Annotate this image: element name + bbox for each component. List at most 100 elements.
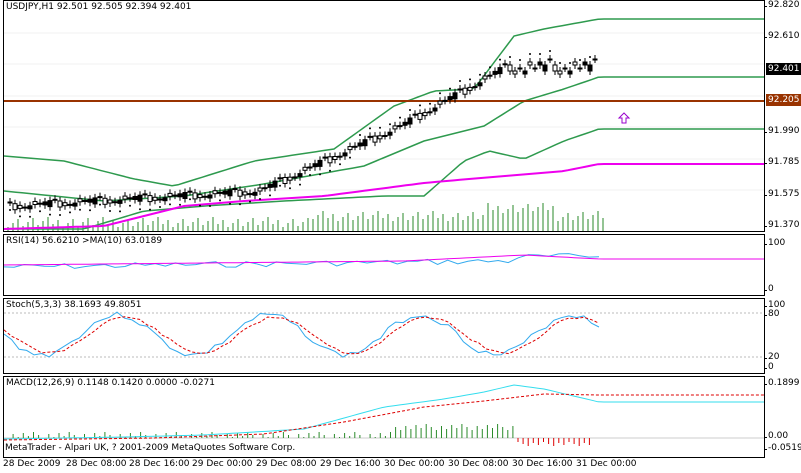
- parabolic-sar-dot: [199, 204, 201, 207]
- candle-body: [527, 61, 533, 66]
- candle-body: [87, 198, 93, 203]
- candle-body: [522, 70, 528, 75]
- candle-body: [517, 67, 523, 70]
- price-tick: 92.820: [764, 0, 800, 10]
- candle-body: [277, 177, 283, 180]
- macd-canvas: [4, 384, 764, 446]
- macd-signal-line: [4, 393, 764, 441]
- candle-body: [257, 187, 263, 192]
- candle-body: [392, 125, 398, 130]
- candle-body: [232, 188, 238, 190]
- candle-body: [442, 99, 448, 102]
- time-axis: 28 Dec 2009 28 Dec 08:00 28 Dec 16:00 29…: [0, 458, 801, 473]
- candle-body: [492, 70, 498, 75]
- candle-body: [487, 74, 493, 77]
- candle-body: [577, 67, 583, 70]
- candle-body: [112, 201, 118, 204]
- time-tick: 30 Dec 00:00: [384, 459, 445, 469]
- candle-body: [217, 191, 223, 194]
- parabolic-sar-dot: [379, 126, 381, 129]
- parabolic-sar-dot: [59, 214, 61, 216]
- parabolic-sar-dot: [69, 211, 71, 214]
- candle-body: [387, 131, 393, 136]
- parabolic-sar-dot: [439, 92, 441, 95]
- candle-body: [57, 200, 63, 208]
- time-tick: 30 Dec 16:00: [512, 459, 573, 469]
- price-tick: 91.370: [764, 220, 800, 230]
- parabolic-sar-dot: [79, 208, 81, 211]
- candle-body: [92, 197, 98, 205]
- parabolic-sar-dot: [429, 102, 431, 105]
- parabolic-sar-dot: [509, 56, 511, 58]
- stoch-tick: 20: [763, 352, 780, 362]
- price-tick: 91.575: [764, 189, 800, 199]
- rsi-axis: 100 0: [763, 234, 801, 296]
- candle-body: [582, 61, 588, 66]
- candle-body: [52, 198, 58, 201]
- price-chart-canvas: [4, 18, 764, 231]
- stochastic-pane[interactable]: Stoch(5,3,3) 38.1693 49.8051: [3, 298, 765, 374]
- candle-body: [192, 192, 198, 200]
- time-tick: 29 Dec 16:00: [320, 459, 381, 469]
- candle-body: [137, 194, 143, 202]
- parabolic-sar-dot: [9, 209, 11, 211]
- candle-body: [167, 192, 173, 197]
- candle-body: [337, 155, 343, 158]
- candle-body: [477, 82, 483, 87]
- price-chart-pane[interactable]: USDJPY,H1 92.501 92.505 92.394 92.401: [3, 0, 765, 232]
- parabolic-sar-dot: [189, 198, 191, 201]
- candle-body: [107, 199, 113, 204]
- candle-body: [587, 64, 593, 72]
- candle-body: [132, 196, 138, 200]
- parabolic-sar-dot: [499, 58, 501, 61]
- candle-body: [42, 201, 48, 206]
- macd-line: [4, 384, 764, 440]
- candle-body: [62, 202, 68, 207]
- up-arrow-icon: [617, 112, 631, 124]
- candle-body: [497, 67, 503, 75]
- time-tick: 28 Dec 2009: [3, 459, 61, 469]
- stoch-tick: 0: [764, 362, 774, 372]
- rsi-pane[interactable]: RSI(14) 56.6210 >MA(10) 63.0189: [3, 234, 765, 296]
- candle-body: [267, 183, 273, 188]
- horizontal-line-price-tag: 92.205: [766, 94, 801, 106]
- candle-body: [507, 64, 513, 72]
- time-tick: 30 Dec 08:00: [448, 459, 509, 469]
- parabolic-sar-dot: [19, 215, 21, 218]
- candle-body: [237, 189, 243, 197]
- candle-body: [397, 125, 403, 128]
- price-tick: 91.785: [764, 157, 800, 167]
- parabolic-sar-dot: [289, 187, 291, 190]
- parabolic-sar-dot: [309, 174, 311, 176]
- candle-body: [242, 191, 248, 196]
- time-tick: 29 Dec 08:00: [256, 459, 317, 469]
- candle-body: [47, 200, 53, 208]
- parabolic-sar-dot: [259, 198, 261, 200]
- bollinger-lower-line: [4, 128, 764, 230]
- candle-body: [247, 193, 253, 196]
- parabolic-sar-dot: [479, 73, 481, 76]
- stoch-tick: 80: [763, 309, 780, 319]
- candle-body: [67, 203, 73, 206]
- candle-body: [567, 70, 573, 75]
- candle-body: [457, 88, 463, 91]
- parabolic-sar-dot: [209, 205, 211, 207]
- parabolic-sar-dot: [179, 203, 181, 206]
- candle-body: [552, 64, 558, 72]
- candle-body: [482, 75, 488, 80]
- candle-body: [262, 187, 268, 190]
- parabolic-sar-dot: [419, 104, 421, 107]
- parabolic-sar-dot: [149, 208, 151, 211]
- candle-body: [357, 142, 363, 147]
- candle-body: [352, 145, 358, 148]
- stoch-signal-line: [4, 316, 600, 355]
- macd-pane[interactable]: MACD(12,26,9) 0.1148 0.1420 0.0000 -0.02…: [3, 376, 765, 458]
- parabolic-sar-dot: [529, 53, 531, 55]
- candle-body: [272, 180, 278, 188]
- parabolic-sar-dot: [39, 210, 41, 213]
- candle-body: [287, 176, 293, 181]
- candle-body: [72, 202, 78, 207]
- stochastic-label: Stoch(5,3,3) 38.1693 49.8051: [6, 300, 142, 310]
- ohlc-values: 92.501 92.505 92.394 92.401: [56, 2, 192, 12]
- candle-body: [297, 173, 303, 178]
